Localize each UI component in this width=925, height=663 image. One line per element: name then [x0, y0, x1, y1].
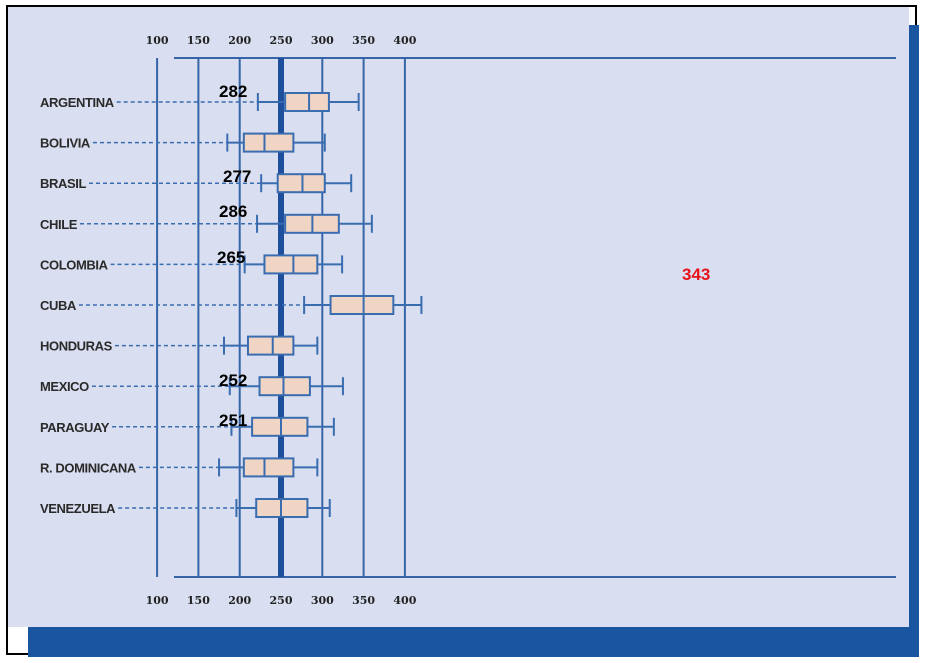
box-honduras	[223, 335, 319, 356]
annotation-label: 251	[219, 411, 247, 430]
box-r-dominicana	[218, 457, 319, 478]
right-shadow	[909, 25, 919, 657]
iqr-box	[246, 335, 295, 356]
annotation-label: 277	[223, 167, 251, 186]
bottom-tick-label: 100	[146, 594, 169, 607]
top-tick-label: 400	[393, 34, 416, 47]
iqr-box	[242, 132, 295, 153]
annotation-label: 252	[219, 371, 247, 390]
row-label: BOLIVIA	[40, 136, 91, 151]
iqr-box	[276, 173, 326, 194]
chart-frame: ARGENTINA BOLIVIA BRASIL CHILE COLOMBIA CUBA H…	[6, 5, 919, 657]
bottom-tick-label: 400	[393, 594, 416, 607]
iqr-box	[263, 254, 319, 275]
box-argentina	[256, 92, 360, 112]
annotation-label: 282	[219, 82, 247, 101]
iqr-box	[242, 457, 295, 478]
row-label: VENEZUELA	[40, 501, 116, 516]
row-label: PARAGUAY	[40, 420, 110, 435]
top-tick-label: 150	[187, 34, 210, 47]
box-plot-chart: ARGENTINA BOLIVIA BRASIL CHILE COLOMBIA CUBA H…	[8, 7, 919, 657]
row-label: CUBA	[40, 298, 77, 313]
row-label: ARGENTINA	[40, 95, 115, 110]
bottom-shadow	[28, 627, 919, 657]
top-tick-label: 300	[311, 34, 334, 47]
bottom-tick-label: 300	[311, 594, 334, 607]
plot-background	[8, 7, 909, 627]
box-chile	[256, 213, 373, 234]
top-tick-label: 250	[270, 34, 293, 47]
row-label: CHILE	[40, 217, 78, 232]
row-label: MEXICO	[40, 379, 89, 394]
bottom-tick-label: 250	[270, 594, 293, 607]
iqr-box	[284, 92, 330, 112]
bottom-tick-label: 200	[228, 594, 251, 607]
box-mexico	[228, 376, 344, 397]
iqr-box	[329, 295, 395, 315]
box-cuba	[303, 295, 423, 315]
iqr-box	[258, 376, 311, 397]
top-tick-label: 200	[228, 34, 251, 47]
bottom-tick-label: 150	[187, 594, 210, 607]
box-paraguay	[230, 416, 335, 437]
box-brasil	[260, 173, 353, 194]
box-bolivia	[226, 132, 326, 153]
box-colombia	[243, 254, 344, 275]
box-venezuela	[235, 498, 331, 518]
annotation-label: 343	[682, 265, 710, 284]
top-tick-label: 100	[146, 34, 169, 47]
iqr-box	[251, 416, 309, 437]
row-label: R. DOMINICANA	[40, 460, 137, 475]
annotation-label: 286	[219, 202, 247, 221]
row-label: BRASIL	[40, 176, 86, 191]
row-label: HONDURAS	[40, 339, 113, 354]
top-tick-label: 350	[352, 34, 375, 47]
row-label: COLOMBIA	[40, 257, 109, 272]
annotation-label: 265	[217, 248, 245, 267]
bottom-tick-label: 350	[352, 594, 375, 607]
